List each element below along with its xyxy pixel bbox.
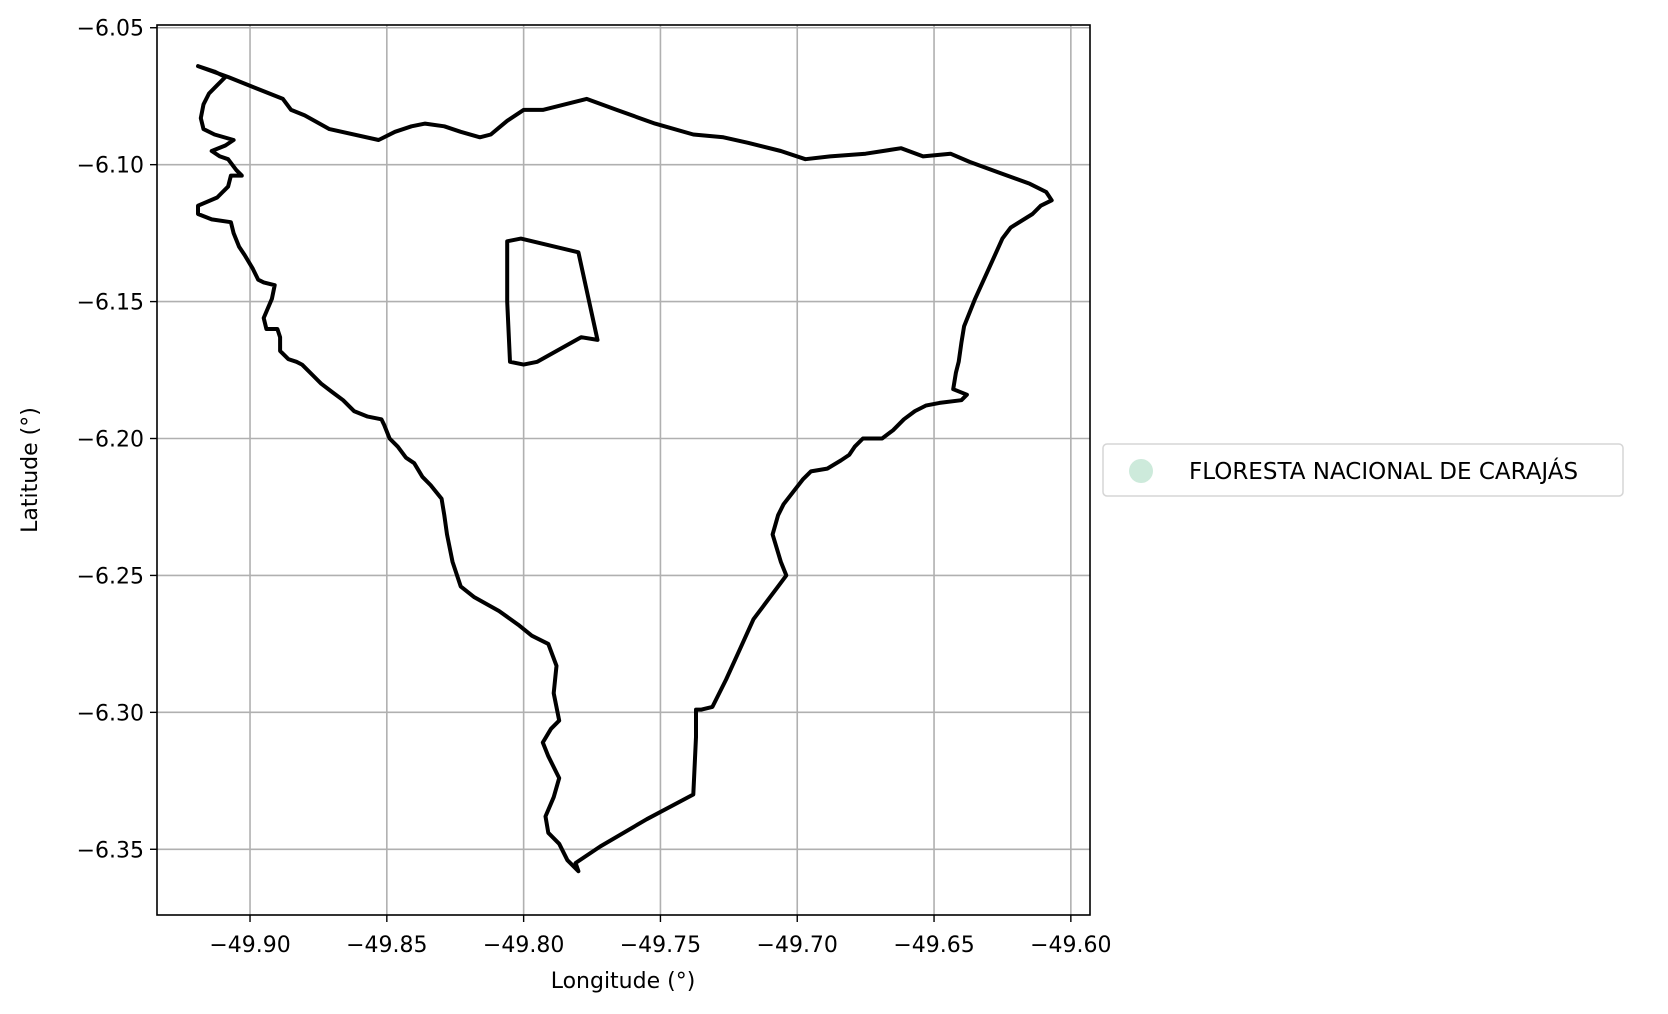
x-tick-label: −49.65 <box>893 933 974 958</box>
x-tick-label: −49.70 <box>757 933 838 958</box>
x-tick-label: −49.90 <box>209 933 290 958</box>
legend: FLORESTA NACIONAL DE CARAJÁS <box>1102 443 1624 497</box>
y-tick-label: −6.15 <box>77 291 144 316</box>
legend-marker <box>1129 459 1153 483</box>
y-axis-title: Latitude (°) <box>18 407 43 533</box>
legend-box <box>1102 443 1624 497</box>
plot-area <box>157 25 1090 915</box>
y-tick-label: −6.05 <box>77 17 144 42</box>
y-tick-label: −6.20 <box>77 428 144 453</box>
x-tick-label: −49.75 <box>620 933 701 958</box>
gridlines <box>157 25 1090 915</box>
y-tick-label: −6.35 <box>77 838 144 863</box>
y-tick-label: −6.10 <box>77 154 144 179</box>
axis-ticks: −49.90 −49.85 −49.80 −49.75 −49.70 −49.65 −49.… <box>77 17 1112 958</box>
x-tick-label: −49.60 <box>1030 933 1111 958</box>
y-tick-label: −6.25 <box>77 564 144 589</box>
floresta-nacional-de-carajas-boundary <box>196 64 1054 874</box>
plot-frame <box>156 24 1091 916</box>
y-tick-label: −6.30 <box>77 701 144 726</box>
map-features <box>196 64 1054 874</box>
legend-label: FLORESTA NACIONAL DE CARAJÁS <box>1189 457 1578 485</box>
x-axis-title: Longitude (°) <box>551 969 696 994</box>
x-tick-label: −49.85 <box>346 933 427 958</box>
x-tick-label: −49.80 <box>483 933 564 958</box>
